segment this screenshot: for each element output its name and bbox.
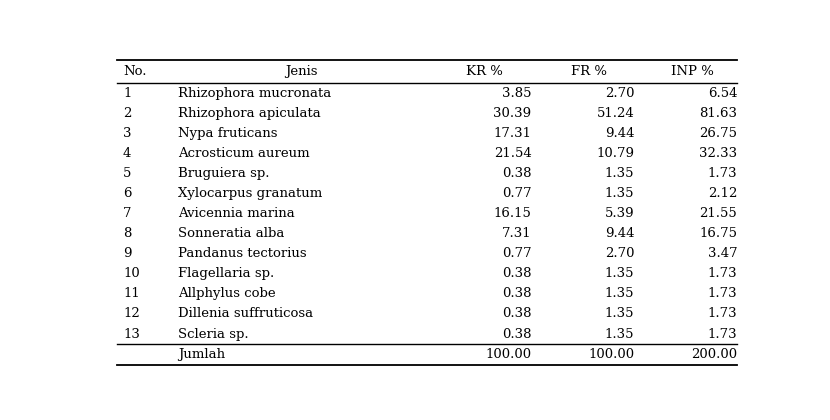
Text: KR %: KR %	[466, 65, 503, 78]
Text: 10: 10	[123, 268, 139, 281]
Text: 1.73: 1.73	[708, 307, 737, 320]
Text: 0.38: 0.38	[502, 167, 531, 180]
Text: 3.85: 3.85	[502, 87, 531, 100]
Text: 30.39: 30.39	[493, 107, 531, 120]
Text: Jenis: Jenis	[286, 65, 318, 78]
Text: 16.15: 16.15	[494, 207, 531, 220]
Text: 2.12: 2.12	[708, 187, 737, 200]
Text: 16.75: 16.75	[700, 227, 737, 240]
Text: 1.35: 1.35	[605, 167, 634, 180]
Text: 1.35: 1.35	[605, 287, 634, 300]
Text: 13: 13	[123, 328, 140, 341]
Text: 0.77: 0.77	[502, 187, 531, 200]
Text: Rhizophora mucronata: Rhizophora mucronata	[178, 87, 331, 100]
Text: 9: 9	[123, 247, 131, 260]
Text: 1.73: 1.73	[708, 268, 737, 281]
Text: 32.33: 32.33	[699, 147, 737, 160]
Text: 200.00: 200.00	[691, 348, 737, 361]
Text: Xylocarpus granatum: Xylocarpus granatum	[178, 187, 322, 200]
Text: 2: 2	[123, 107, 131, 120]
Text: 1.73: 1.73	[708, 167, 737, 180]
Text: 9.44: 9.44	[605, 127, 634, 140]
Text: 1.35: 1.35	[605, 307, 634, 320]
Text: 7: 7	[123, 207, 131, 220]
Text: 8: 8	[123, 227, 131, 240]
Text: 3.47: 3.47	[708, 247, 737, 260]
Text: 26.75: 26.75	[700, 127, 737, 140]
Text: Jumlah: Jumlah	[178, 348, 225, 361]
Text: 5.39: 5.39	[605, 207, 634, 220]
Text: 6: 6	[123, 187, 131, 200]
Text: 1.35: 1.35	[605, 187, 634, 200]
Text: Bruguiera sp.: Bruguiera sp.	[178, 167, 269, 180]
Text: 0.38: 0.38	[502, 307, 531, 320]
Text: 6.54: 6.54	[708, 87, 737, 100]
Text: Scleria sp.: Scleria sp.	[178, 328, 248, 341]
Text: 2.70: 2.70	[605, 87, 634, 100]
Text: 0.38: 0.38	[502, 328, 531, 341]
Text: Rhizophora apiculata: Rhizophora apiculata	[178, 107, 320, 120]
Text: 1.73: 1.73	[708, 287, 737, 300]
Text: 5: 5	[123, 167, 131, 180]
Text: Nypa fruticans: Nypa fruticans	[178, 127, 277, 140]
Text: 0.38: 0.38	[502, 287, 531, 300]
Text: 1.73: 1.73	[708, 328, 737, 341]
Text: 81.63: 81.63	[700, 107, 737, 120]
Text: 9.44: 9.44	[605, 227, 634, 240]
Text: 21.55: 21.55	[700, 207, 737, 220]
Text: 51.24: 51.24	[597, 107, 634, 120]
Text: 17.31: 17.31	[494, 127, 531, 140]
Text: 10.79: 10.79	[597, 147, 634, 160]
Text: 11: 11	[123, 287, 139, 300]
Text: 12: 12	[123, 307, 139, 320]
Text: INP %: INP %	[671, 65, 714, 78]
Text: 1.35: 1.35	[605, 328, 634, 341]
Text: 3: 3	[123, 127, 131, 140]
Text: Sonneratia alba: Sonneratia alba	[178, 227, 284, 240]
Text: Flagellaria sp.: Flagellaria sp.	[178, 268, 274, 281]
Text: No.: No.	[123, 65, 147, 78]
Text: 4: 4	[123, 147, 131, 160]
Text: 2.70: 2.70	[605, 247, 634, 260]
Text: 1.35: 1.35	[605, 268, 634, 281]
Text: Acrosticum aureum: Acrosticum aureum	[178, 147, 310, 160]
Text: 0.38: 0.38	[502, 268, 531, 281]
Text: 0.77: 0.77	[502, 247, 531, 260]
Text: 100.00: 100.00	[486, 348, 531, 361]
Text: FR %: FR %	[571, 65, 608, 78]
Text: 1: 1	[123, 87, 131, 100]
Text: Allphylus cobe: Allphylus cobe	[178, 287, 276, 300]
Text: Avicennia marina: Avicennia marina	[178, 207, 295, 220]
Text: 100.00: 100.00	[588, 348, 634, 361]
Text: Pandanus tectorius: Pandanus tectorius	[178, 247, 306, 260]
Text: Dillenia suffruticosa: Dillenia suffruticosa	[178, 307, 313, 320]
Text: 7.31: 7.31	[502, 227, 531, 240]
Text: 21.54: 21.54	[494, 147, 531, 160]
